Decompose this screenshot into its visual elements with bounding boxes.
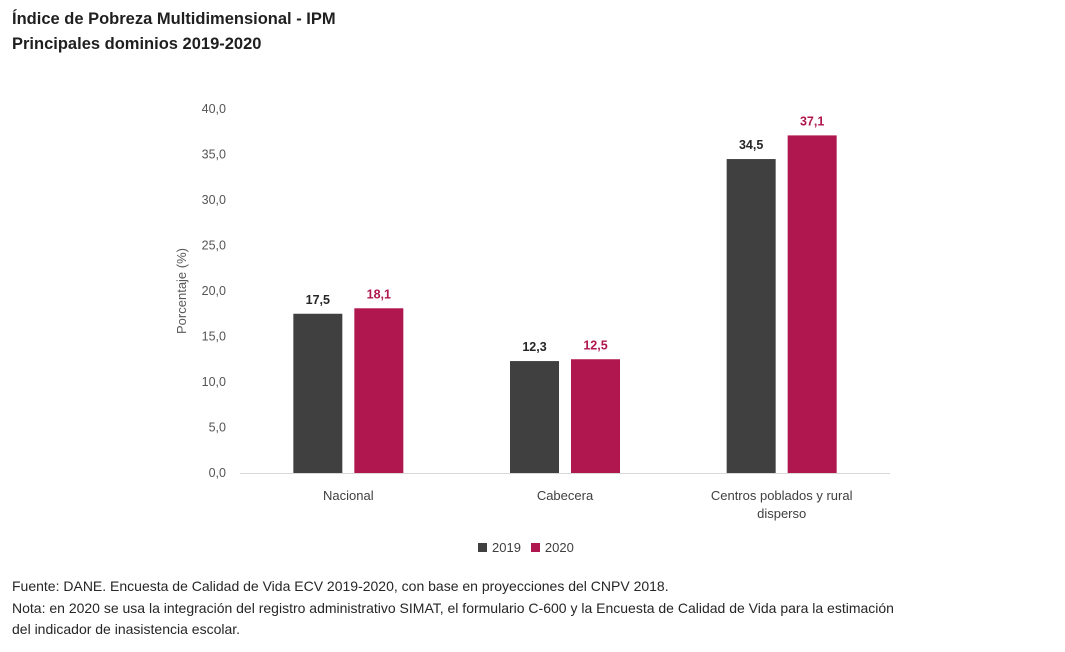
y-tick-label: 35,0 xyxy=(202,148,226,162)
y-tick-label: 10,0 xyxy=(202,375,226,389)
data-label-2019-2: 34,5 xyxy=(739,138,763,152)
y-tick-label: 0,0 xyxy=(209,466,226,480)
chart-title: Índice de Pobreza Multidimensional - IPM xyxy=(12,10,336,28)
data-label-2020-2: 37,1 xyxy=(800,114,824,128)
bar-2019-2 xyxy=(726,159,776,474)
legend-label-2020: 2020 xyxy=(544,540,574,555)
note-line-1: Nota: en 2020 se usa la integración del … xyxy=(12,599,894,616)
y-tick-label: 40,0 xyxy=(202,102,226,116)
source-note: Fuente: DANE. Encuesta de Calidad de Vid… xyxy=(12,578,669,594)
data-label-2019-1: 12,3 xyxy=(522,340,546,354)
y-axis-title: Porcentaje (%) xyxy=(174,248,189,334)
bar-2020-1 xyxy=(571,359,620,473)
legend-item-2019: 2019 xyxy=(478,540,521,555)
note-line-2: del indicador de inasistencia escolar. xyxy=(12,621,241,637)
data-label-2020-0: 18,1 xyxy=(367,287,391,301)
bar-2019-0 xyxy=(293,313,343,473)
x-category-label: Cabecera xyxy=(537,488,594,503)
bar-chart: 0,0 5,0 10,0 15,0 20,0 25,0 30,0 35,0 40,0 Porcen… xyxy=(174,102,890,521)
chart-title-block: Índice de Pobreza Multidimensional - IPM… xyxy=(12,7,336,57)
y-tick-label: 30,0 xyxy=(202,193,226,207)
footer-notes: Fuente: DANE. Encuesta de Calidad de Vid… xyxy=(12,576,1057,641)
x-category-label: Nacional xyxy=(323,488,374,503)
y-tick-label: 25,0 xyxy=(202,239,226,253)
legend-swatch-2019 xyxy=(478,543,487,552)
legend-swatch-2020 xyxy=(530,543,540,552)
data-label-2020-1: 12,5 xyxy=(583,338,607,352)
bar-2019-1 xyxy=(510,361,559,473)
legend-item-2020: 2020 xyxy=(530,540,574,555)
y-tick-label: 5,0 xyxy=(209,421,226,435)
y-tick-label: 15,0 xyxy=(202,330,226,344)
x-category-label: Centros poblados y rural xyxy=(711,488,853,503)
legend-label-2019: 2019 xyxy=(492,540,521,555)
data-label-2019-0: 17,5 xyxy=(306,293,330,307)
chart-legend: 2019 2020 xyxy=(478,540,584,555)
bar-chart-svg: 0,0 5,0 10,0 15,0 20,0 25,0 30,0 35,0 40,0 Porcen… xyxy=(174,102,890,521)
bar-2020-0 xyxy=(354,308,404,473)
x-category-label: disperso xyxy=(757,506,806,521)
chart-subtitle: Principales dominios 2019-2020 xyxy=(12,35,262,53)
y-tick-label: 20,0 xyxy=(202,284,226,298)
bar-2020-2 xyxy=(787,135,837,473)
